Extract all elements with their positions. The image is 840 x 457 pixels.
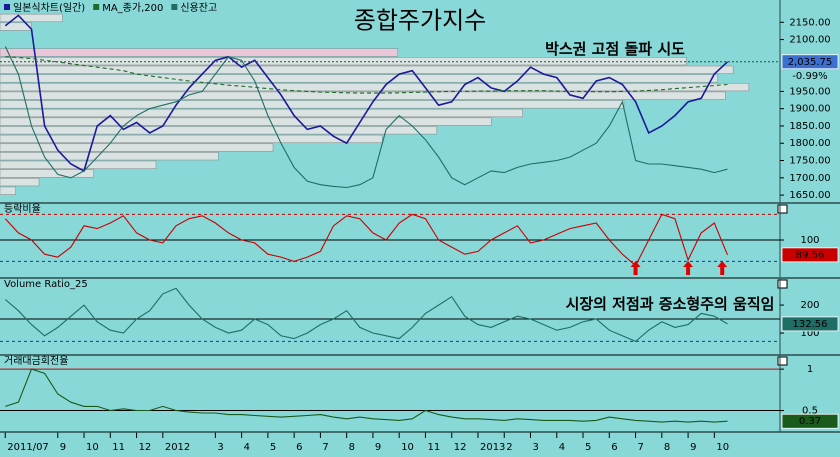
x-tick-label: 4 [244,442,250,453]
volume-profile-bar [0,108,523,118]
y-tick-label: 200 [800,300,819,311]
volume-profile-bar [0,134,383,144]
y-tick-label: 1750.00 [789,156,830,167]
y-tick-label: 1850.00 [789,121,830,132]
x-tick-label: 9 [690,442,696,453]
volume-profile-bar [0,143,274,152]
legend-swatch [171,4,178,10]
last-value-box [781,316,839,332]
x-tick-label: 5 [585,442,591,453]
y-tick-label: 1650.00 [789,190,830,201]
volume-profile-bar [0,65,734,74]
x-tick-label: 6 [296,442,302,453]
annotation-arrow [630,261,641,275]
panel-button [777,356,788,366]
x-tick-label: 10 [401,442,414,453]
x-tick-label: 2011/07 [7,442,49,453]
y-tick-label: 1700.00 [789,173,830,184]
x-tick-label: 3 [533,442,539,453]
x-tick-label: 9 [375,442,381,453]
last-value-label: 2,035.75 [788,57,833,68]
volume-profile-bar [0,57,687,66]
legend-label: MA_종가,200 [102,2,163,14]
x-tick-label: 5 [270,442,276,453]
x-tick-label: 8 [664,442,670,453]
series-line [4,46,728,189]
annotation-arrow [683,261,694,275]
panel-button [777,204,788,214]
x-tick-label: 12 [454,442,467,453]
volume-profile-bar [0,117,492,126]
y-tick-label: 1 [807,364,813,375]
volume-profile-bar [0,152,219,161]
y-tick-label: 100 [800,235,819,246]
x-tick-label: 10 [86,442,99,453]
last-value-box [781,54,839,70]
volume-profile-bar [0,91,726,100]
volume-profile-bar [0,22,32,31]
x-tick-label: 8 [349,442,355,453]
x-tick-label: 9 [60,442,66,453]
volume-profile-bar [0,100,625,109]
series-line [4,14,729,173]
x-tick-label: 7 [638,442,644,453]
x-tick-label: 2012 [165,442,190,453]
y-tick-label: 1900.00 [789,104,830,115]
y-tick-label: 2100.00 [789,35,830,46]
volume-profile-bar [0,82,750,92]
chart-title: 종합주가지수 [354,7,486,35]
y-tick-label: 2150.00 [789,17,830,28]
y-tick-label: 1950.00 [789,86,830,97]
x-tick-label: 2 [506,442,512,453]
x-tick-label: 11 [112,442,125,453]
panel-label: 등락비율 [4,203,41,215]
last-value-box [781,247,839,263]
x-tick-label: 6 [611,442,617,453]
y-tick-label: 0.5 [802,405,818,416]
volume-profile-bar [0,74,718,83]
x-tick-label: 11 [427,442,440,453]
volume-profile-bar [0,169,94,178]
x-tick-label: 4 [559,442,565,453]
volume-profile-bar [0,48,399,57]
change-label: -0.99% [792,71,827,82]
legend-label: 일본식차트(일간) [13,2,85,14]
panel-button [777,279,788,289]
series-line [5,56,728,94]
last-value-box [781,413,839,429]
annotation: 박스권 고점 돌파 시도 [545,40,685,58]
volume-profile-bar [0,186,16,195]
last-value-label: 0.37 [799,416,821,427]
panel-label: 거래대금회전율 [4,355,68,367]
x-tick-label: 7 [322,442,328,453]
legend-swatch [93,4,100,10]
legend-swatch [4,4,10,10]
annotation-arrow [717,261,728,275]
panel-label: Volume Ratio_25 [4,279,88,290]
y-tick-label: 100 [800,328,819,339]
series-line [5,368,728,423]
last-value-label: 132.56 [793,319,828,330]
volume-profile-bar [0,178,40,187]
volume-profile-bar [0,160,157,169]
legend-label: 신용잔고 [180,2,217,14]
volume-profile-bar [0,126,438,135]
last-value-label: 89.56 [796,250,825,261]
series-line [4,287,728,343]
x-tick-label: 10 [716,442,729,453]
volume-profile-bar [0,13,63,23]
annotation: 시장의 저점과 증소형주의 움직임 [566,295,775,313]
series-line [4,213,729,267]
y-tick-label: 1800.00 [789,138,830,149]
x-tick-label: 2013 [480,442,505,453]
x-tick-label: 3 [217,442,223,453]
x-tick-label: 12 [139,442,152,453]
